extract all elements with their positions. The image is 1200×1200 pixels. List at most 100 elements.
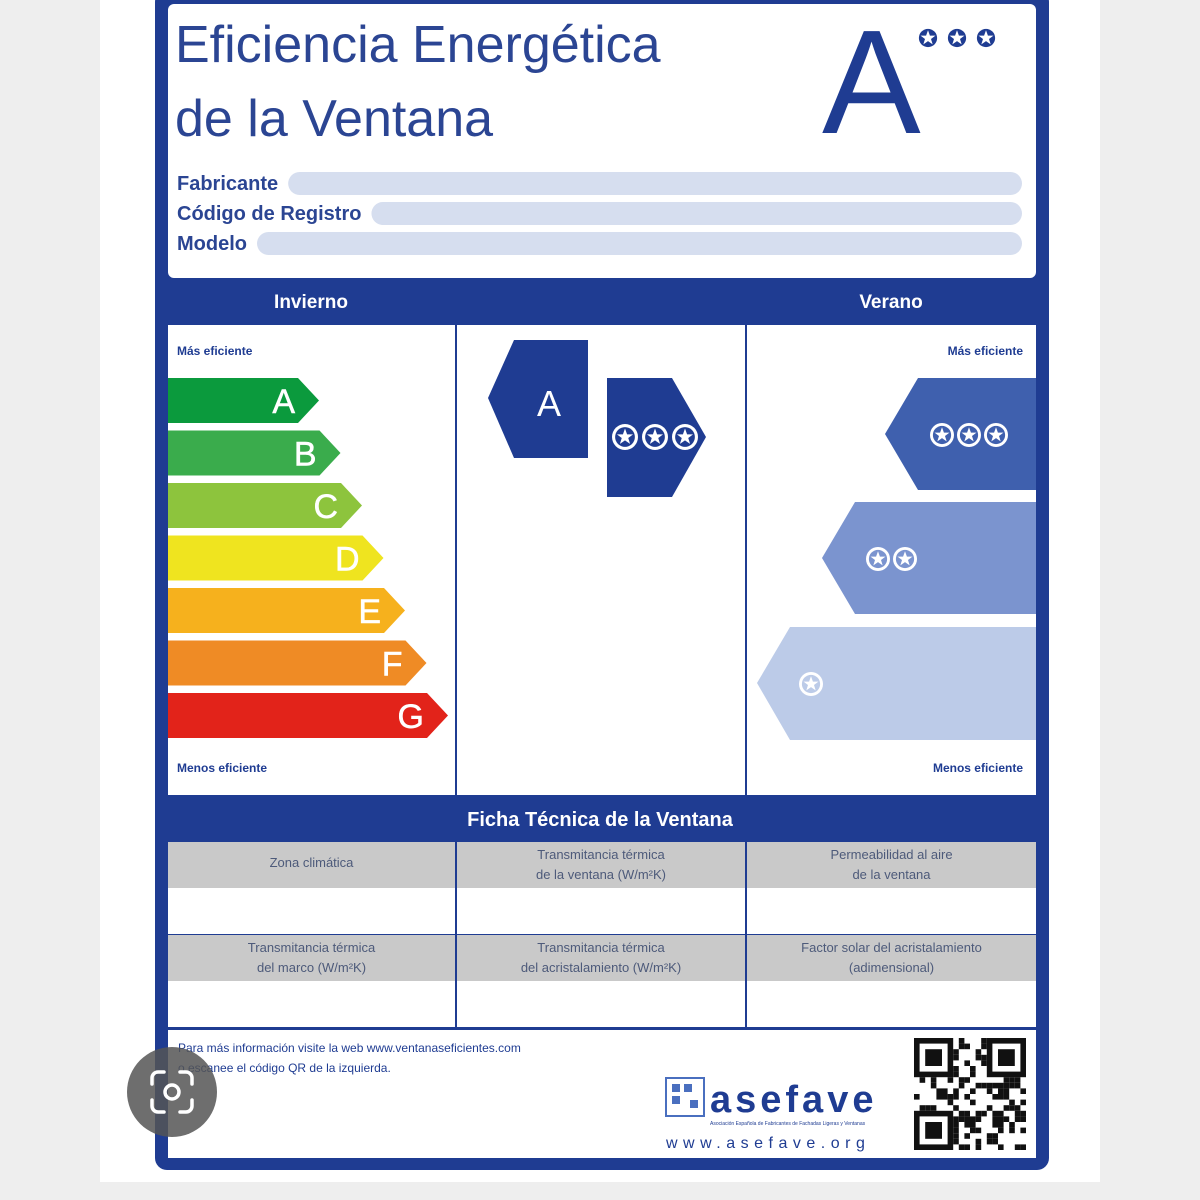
qr-module: [1020, 1110, 1026, 1117]
scale-bottom-label: Menos eficiente: [177, 761, 267, 775]
qr-module: [947, 1099, 954, 1106]
qr-module: [930, 1082, 937, 1089]
qr-module: [1009, 1077, 1015, 1083]
qr-module: [930, 1105, 937, 1111]
qr-module: [970, 1071, 976, 1078]
field-bar: [371, 202, 1022, 225]
qr-module: [964, 1110, 970, 1117]
qr-module: [1020, 1116, 1026, 1122]
qr-module: [936, 1088, 942, 1094]
qr-module: [986, 1105, 993, 1111]
qr-module: [986, 1133, 993, 1139]
summer-stars: [930, 423, 1008, 447]
qr-module: [981, 1110, 987, 1117]
sheet-header-cell: [168, 935, 455, 981]
qr-module: [1014, 1110, 1021, 1117]
qr-module: [914, 1094, 920, 1100]
sheet-header-cell: [168, 842, 455, 888]
qr-module: [953, 1122, 959, 1128]
qr-module: [992, 1094, 998, 1100]
qr-module: [998, 1116, 1004, 1122]
qr-module: [992, 1138, 998, 1145]
qr-module: [964, 1122, 970, 1128]
qr-module: [964, 1133, 970, 1139]
scale-top-label: Más eficiente: [948, 344, 1024, 358]
qr-module: [981, 1043, 987, 1050]
qr-module: [953, 1088, 959, 1094]
qr-module: [964, 1043, 970, 1050]
sheet-header-cell: [747, 842, 1036, 888]
qr-module: [953, 1133, 959, 1139]
sheet-value-cell: [168, 888, 455, 934]
qr-module: [953, 1049, 959, 1055]
qr-module: [919, 1077, 926, 1083]
qr-module: [970, 1088, 976, 1094]
scale-bottom-label: Menos eficiente: [933, 761, 1023, 775]
qr-module: [1020, 1088, 1026, 1094]
qr-module: [958, 1082, 965, 1089]
sheet-cell-label: del acristalamiento (W/m²K): [521, 960, 681, 975]
sheet-cell-label: de la ventana (W/m²K): [536, 867, 666, 882]
qr-module: [958, 1038, 965, 1044]
column-header: Verano: [859, 292, 922, 313]
energy-class-letter: E: [358, 593, 381, 631]
sheet-header-cell: [457, 935, 745, 981]
fields: Fabricante Código de Registro Modelo: [177, 172, 1022, 255]
brand-tagline: Asociación Española de Fabricantes de Fa…: [710, 1121, 866, 1127]
qr-module: [1009, 1082, 1015, 1089]
qr-module: [919, 1105, 926, 1111]
summer-class: [822, 502, 1036, 614]
sheet-cell-label: Transmitancia térmica: [537, 847, 665, 862]
scale-top-label: Más eficiente: [177, 344, 253, 358]
sheet-value-cell: [457, 981, 745, 1027]
brand-name: asefave: [710, 1079, 877, 1121]
qr-module: [981, 1054, 987, 1061]
qr-module: [953, 1138, 959, 1145]
sheet-cell-label: de la ventana: [852, 867, 931, 882]
footer-info: Para más información visite la web www.v…: [178, 1041, 521, 1055]
lens-button[interactable]: [127, 1047, 217, 1137]
qr-module: [958, 1116, 965, 1122]
lens-icon: [150, 1070, 194, 1114]
sheet-cell-label: Transmitancia térmica: [248, 940, 376, 955]
qr-module: [998, 1094, 1004, 1100]
sheet-value-cell: [747, 888, 1036, 934]
sheet-value-cell: [747, 981, 1036, 1027]
field-bar: [288, 172, 1022, 195]
winter-badge: [488, 340, 588, 458]
title-line: de la Ventana: [175, 90, 493, 148]
qr-module: [1020, 1127, 1026, 1134]
summer-stars: [799, 672, 823, 696]
technical-sheet: Zona climática Transmitancia térmica de la…: [168, 842, 1036, 1027]
qr-module: [1014, 1105, 1021, 1111]
energy-class-letter: F: [382, 646, 403, 684]
qr-module: [1003, 1094, 1010, 1100]
energy-class-arrow: [168, 640, 427, 686]
field-label: Código de Registro: [177, 203, 361, 225]
summer-class: [757, 627, 1036, 740]
qr-module: [975, 1110, 982, 1117]
qr-module: [975, 1116, 982, 1122]
qr-module: [953, 1127, 959, 1134]
qr-module: [1009, 1099, 1015, 1106]
qr-module: [964, 1116, 970, 1122]
sheet-cell-label: Permeabilidad al aire: [830, 847, 952, 862]
sheet-cell-label: Zona climática: [270, 855, 355, 870]
qr-module: [1003, 1088, 1010, 1094]
qr-module: [981, 1060, 987, 1066]
qr-module: [975, 1049, 982, 1055]
qr-module: [964, 1144, 970, 1150]
energy-class-arrow: [168, 430, 341, 476]
title-line: Eficiencia Energética: [175, 16, 661, 74]
qr-module: [970, 1066, 976, 1072]
sheet-header-cell: [457, 842, 745, 888]
header-cell: [168, 280, 455, 324]
qr-module: [1014, 1082, 1021, 1089]
sheet-value-cell: [457, 888, 745, 934]
qr-module: [975, 1127, 982, 1134]
qr-module: [981, 1082, 987, 1089]
qr-module: [970, 1099, 976, 1106]
